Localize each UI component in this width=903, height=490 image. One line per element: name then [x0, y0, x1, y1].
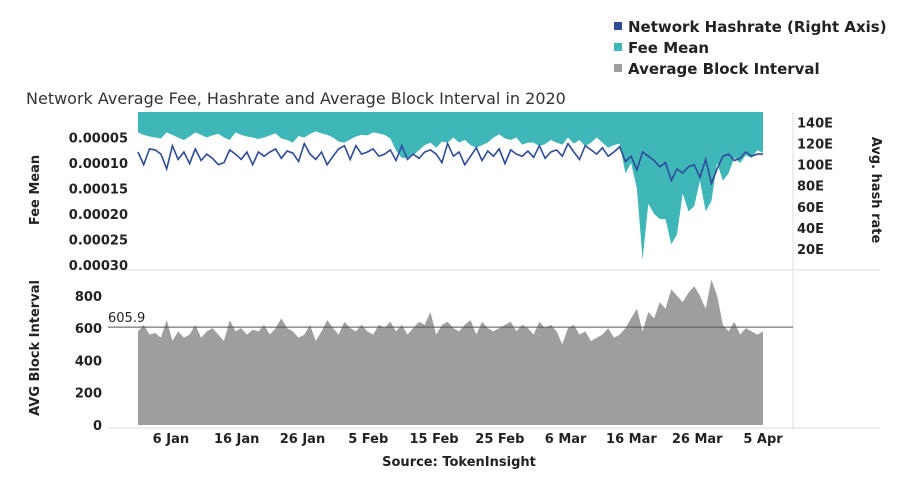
fee-mean-area: [138, 112, 763, 260]
chart-title: Network Average Fee, Hashrate and Averag…: [26, 89, 566, 108]
block-tick-label: 200: [75, 387, 102, 402]
block-tick-label: 400: [75, 354, 102, 369]
block-tick-label: 600: [75, 322, 102, 337]
x-tick-label: 6 Jan: [153, 432, 189, 447]
fee-tick-label: 0.00025: [69, 233, 128, 248]
legend-swatch-fee: [614, 43, 622, 51]
fee-axis-ticks: 0.00005 0.00010 0.00015 0.00020 0.00025 0.000…: [69, 131, 128, 273]
fee-tick-label: 0.00030: [69, 259, 128, 274]
reference-line-label: 605.9: [108, 311, 145, 326]
x-tick-label: 25 Feb: [475, 432, 524, 447]
hashrate-tick-label: 40E: [797, 222, 824, 237]
fee-tick-label: 0.00015: [69, 182, 128, 197]
x-axis-ticks: 6 Jan 16 Jan 26 Jan 5 Feb 15 Feb 25 Feb 6 Mar 1…: [153, 432, 784, 447]
fee-tick-label: 0.00005: [69, 131, 128, 146]
top-panel: [137, 112, 763, 260]
block-tick-label: 0: [93, 419, 102, 434]
legend-label-fee: Fee Mean: [628, 39, 709, 57]
hashrate-tick-label: 140E: [797, 117, 833, 132]
hashrate-tick-label: 100E: [797, 159, 833, 174]
x-tick-label: 5 Feb: [348, 432, 388, 447]
block-interval-area: [138, 279, 763, 425]
legend: Network Hashrate (Right Axis) Fee Mean A…: [614, 18, 887, 78]
fee-tick-label: 0.00020: [69, 208, 128, 223]
source-note: Source: TokenInsight: [382, 455, 536, 470]
legend-label-hashrate: Network Hashrate (Right Axis): [628, 18, 887, 36]
x-tick-label: 15 Feb: [410, 432, 459, 447]
legend-swatch-block: [614, 64, 622, 72]
hashrate-tick-label: 80E: [797, 180, 824, 195]
hashrate-line: [137, 141, 763, 187]
hashrate-tick-label: 120E: [797, 138, 833, 153]
x-tick-label: 26 Jan: [280, 432, 325, 447]
x-tick-label: 16 Mar: [606, 432, 657, 447]
hashrate-axis-title: Avg. hash rate: [868, 137, 883, 244]
hashrate-tick-label: 60E: [797, 201, 824, 216]
block-axis-ticks: 0 200 400 600 800: [75, 290, 102, 434]
x-tick-label: 6 Mar: [545, 432, 587, 447]
x-tick-label: 5 Apr: [743, 432, 783, 447]
block-tick-label: 800: [75, 290, 102, 305]
legend-swatch-hashrate: [614, 22, 622, 30]
block-axis-title: AVG Block Interval: [28, 280, 43, 416]
fee-axis-title: Fee Mean: [28, 155, 43, 225]
legend-label-block: Average Block Interval: [628, 60, 820, 78]
x-tick-label: 26 Mar: [672, 432, 723, 447]
x-tick-label: 16 Jan: [214, 432, 259, 447]
hashrate-axis-ticks: 20E 40E 60E 80E 100E 120E 140E: [797, 117, 833, 258]
hashrate-tick-label: 20E: [797, 243, 824, 258]
fee-tick-label: 0.00010: [69, 157, 128, 172]
bottom-panel: 605.9: [108, 279, 793, 425]
